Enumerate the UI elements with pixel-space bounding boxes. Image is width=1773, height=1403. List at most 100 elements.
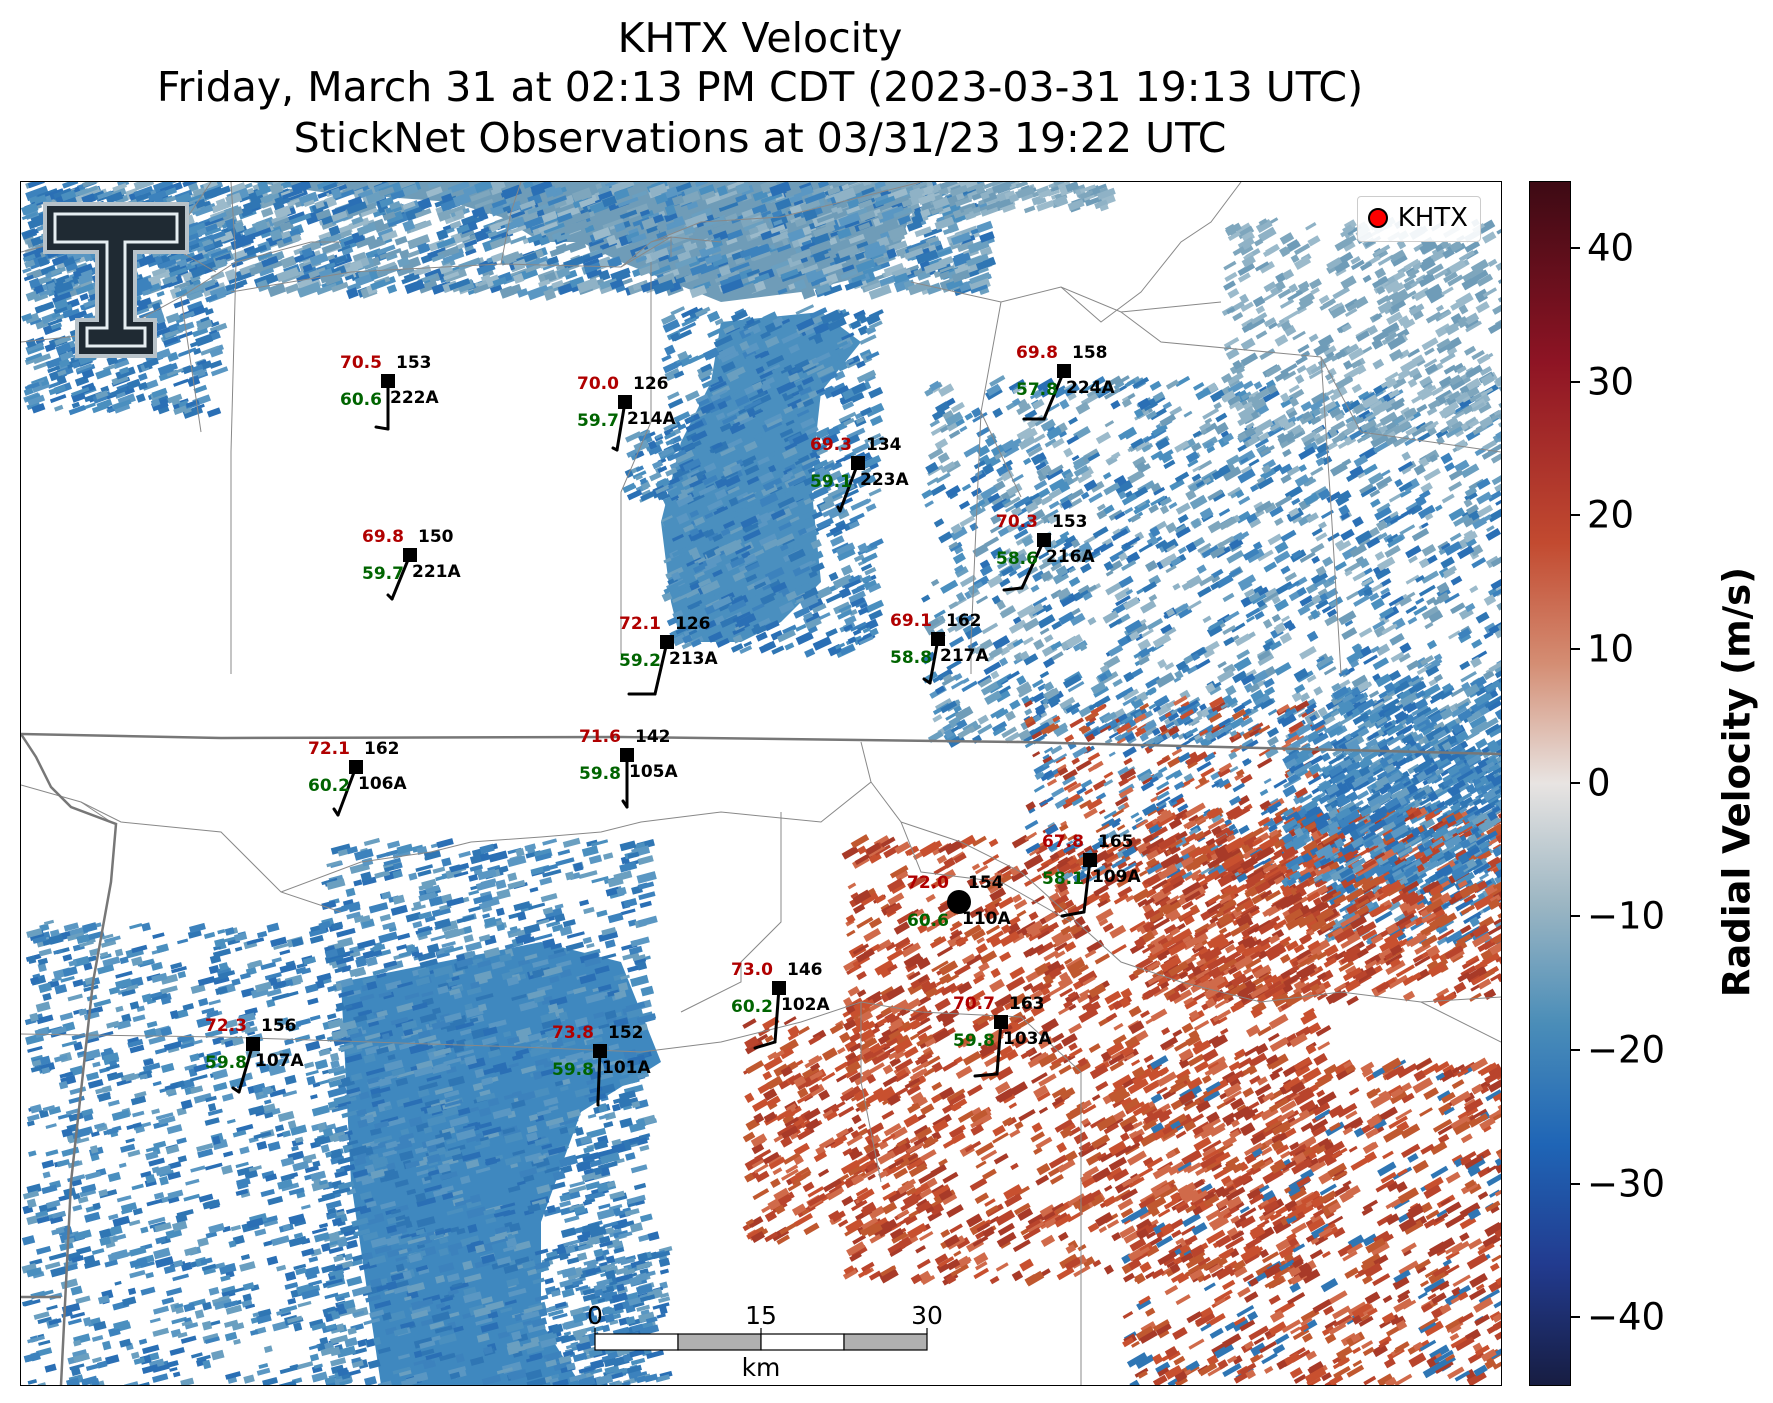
station-223A[interactable]: 69.3 134 59.1 223A (810, 435, 909, 513)
station-marker-icon (1057, 364, 1071, 378)
station-id: 105A (629, 762, 678, 782)
wind-barb (596, 1049, 602, 1103)
station-213A[interactable]: 72.1 126 59.2 213A (619, 614, 718, 696)
station-222A[interactable]: 70.5 153 60.6 222A (340, 353, 439, 431)
station-pressure: 152 (608, 1023, 644, 1043)
wind-barb (386, 593, 394, 601)
station-224A[interactable]: 69.8 158 57.8 224A (1016, 343, 1115, 421)
map-legend: KHTX (1356, 196, 1481, 242)
station-id: 101A (602, 1058, 651, 1078)
station-102A[interactable]: 73.0 146 60.2 102A (731, 960, 830, 1050)
station-id: 217A (940, 646, 989, 666)
wind-barb (753, 1040, 777, 1050)
station-109A[interactable]: 67.8 165 58.1 109A (1042, 832, 1141, 918)
colorbar-tick-label: 0 (1587, 764, 1611, 801)
station-temp: 70.7 (953, 994, 995, 1014)
station-216A[interactable]: 70.3 153 58.6 216A (996, 512, 1095, 592)
station-marker-icon (593, 1044, 607, 1058)
wind-barb (1042, 369, 1066, 421)
station-marker-icon (620, 748, 634, 762)
colorbar-tick-label: 40 (1587, 229, 1634, 266)
station-107A[interactable]: 72.3 156 59.8 107A (205, 1016, 304, 1094)
station-dewpoint: 60.2 (731, 997, 773, 1017)
wind-barb (231, 1086, 241, 1094)
station-id: 107A (255, 1051, 304, 1071)
wind-barb (1020, 538, 1046, 590)
title-line-3: StickNet Observations at 03/31/23 19:22 … (0, 118, 1520, 159)
wind-barb (836, 505, 842, 513)
station-temp: 72.3 (205, 1016, 247, 1036)
scale-bar: 0 15 30 km (587, 1301, 943, 1382)
wind-barb (374, 425, 390, 431)
station-103A[interactable]: 70.7 163 59.8 103A (953, 994, 1052, 1078)
wind-barb (653, 640, 669, 696)
station-marker-icon (246, 1037, 260, 1051)
station-pressure: 126 (675, 614, 711, 634)
colorbar-tick-mark (1570, 1316, 1580, 1319)
station-105A[interactable]: 71.6 142 59.8 105A (579, 727, 678, 809)
station-temp: 67.8 (1042, 832, 1084, 852)
station-temp: 73.8 (552, 1023, 594, 1043)
station-dewpoint: 59.8 (579, 764, 621, 784)
station-id: 224A (1066, 378, 1115, 398)
station-dewpoint: 59.7 (362, 564, 404, 584)
station-101A[interactable]: 73.8 152 59.8 101A (552, 1023, 651, 1107)
colorbar-tick-mark (1570, 1182, 1580, 1185)
scale-unit: km (742, 1353, 781, 1382)
station-id: 222A (390, 388, 439, 408)
station-id: 103A (1003, 1029, 1052, 1049)
station-temp: 70.0 (577, 374, 619, 394)
station-temp: 69.8 (1016, 343, 1058, 363)
station-dewpoint: 59.1 (810, 472, 852, 492)
station-id: 106A (358, 774, 407, 794)
scale-bar-segment (760, 1333, 845, 1351)
colorbar-tick-mark (1570, 647, 1580, 650)
velocity-colorbar (1529, 181, 1571, 1386)
station-id: 110A (962, 909, 1011, 929)
station-id: 213A (669, 649, 718, 669)
scale-tick-label: 15 (745, 1301, 777, 1330)
station-221A[interactable]: 69.8 150 59.7 221A (362, 527, 461, 601)
station-temp: 71.6 (579, 727, 621, 747)
station-dewpoint: 59.7 (577, 411, 619, 431)
station-214A[interactable]: 70.0 126 59.7 214A (577, 374, 676, 452)
station-dewpoint: 60.6 (340, 390, 382, 410)
wind-barb (336, 765, 358, 817)
station-marker-icon (1037, 533, 1051, 547)
scale-bar-segment (843, 1333, 928, 1351)
station-pressure: 162 (946, 611, 982, 631)
legend-label: KHTX (1398, 203, 1468, 233)
station-pressure: 158 (1072, 343, 1108, 363)
radar-site-icon (947, 890, 971, 914)
station-dewpoint: 59.8 (552, 1060, 594, 1080)
colorbar-tick-label: 10 (1587, 630, 1634, 667)
colorbar-tick-mark (1570, 1048, 1580, 1051)
county-boundaries (21, 182, 1501, 1385)
station-106A[interactable]: 72.1 162 60.2 106A (308, 739, 407, 817)
station-temp: 73.0 (731, 960, 773, 980)
wind-barb (611, 446, 619, 452)
title-line-2: Friday, March 31 at 02:13 PM CDT (2023-0… (0, 67, 1520, 108)
scale-tick-label: 30 (911, 1301, 943, 1330)
wind-barb (973, 1072, 999, 1078)
wind-barb (922, 677, 932, 685)
station-temp: 72.1 (619, 614, 661, 634)
station-dewpoint: 57.8 (1016, 380, 1058, 400)
station-dewpoint: 58.6 (996, 549, 1038, 569)
radar-map[interactable]: 70.5 153 60.6 222A 70.0 126 59.7 214A 69.8 158 57.… (20, 181, 1502, 1386)
station-temp: 69.1 (890, 611, 932, 631)
colorbar-tick-label: −30 (1587, 1165, 1665, 1202)
colorbar-tick-label: −20 (1587, 1031, 1665, 1068)
scale-bar-segment (594, 1333, 679, 1351)
station-dewpoint: 58.1 (1042, 869, 1084, 889)
colorbar-tick-label: 20 (1587, 497, 1634, 534)
station-217A[interactable]: 69.1 162 58.8 217A (890, 611, 989, 685)
station-id: 216A (1046, 547, 1095, 567)
station-dewpoint: 60.6 (907, 911, 949, 931)
wind-barb (1002, 586, 1024, 592)
radar-site-110A[interactable]: 72.0 154 60.6 110A (907, 873, 1011, 931)
colorbar-tick-label: 30 (1587, 363, 1634, 400)
wind-barb (1082, 858, 1092, 914)
wind-barb (237, 1042, 255, 1094)
state-boundaries (21, 732, 1501, 1385)
